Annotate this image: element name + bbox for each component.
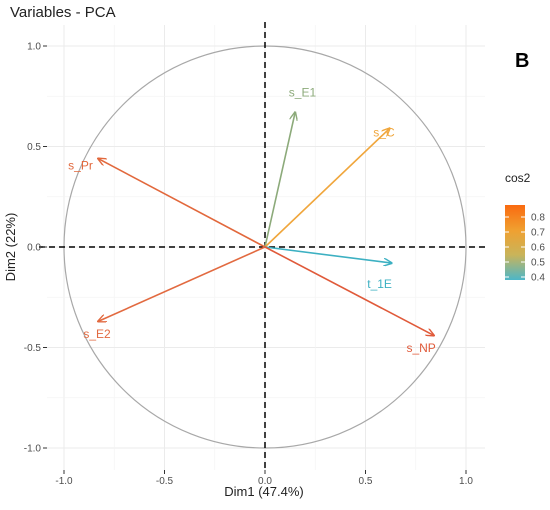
legend-tick-label: 0.5 [531,258,545,269]
legend-colorbar [505,205,525,280]
variable-label: s_NP [406,341,435,355]
variable-arrow [264,112,295,248]
variable-arrow [264,246,434,335]
legend-ticks: 0.8 0.7 0.6 0.5 0.4 [505,213,545,284]
variable-label: s_E2 [83,327,111,341]
y-tick-label: 1.0 [27,42,41,53]
x-tick-label: 1.0 [459,476,473,487]
legend-tick-label: 0.7 [531,228,545,239]
panel-label: B [515,50,529,72]
variable-t-1e: t_1E [264,246,392,291]
variable-s-e1: s_E1 [264,85,317,248]
variable-arrow [264,246,392,263]
x-tick-label: 0.0 [258,476,272,487]
variable-label: s_C [373,125,395,139]
variable-s-c: s_C [264,125,395,248]
variable-arrow [264,128,390,248]
legend-title: cos2 [505,171,531,185]
y-tick-label: 0.5 [27,142,41,153]
x-tick-label: 0.5 [359,476,373,487]
cos2-legend: cos2 0.8 0.7 0.6 0.5 0.4 [505,171,545,284]
variable-label: t_1E [367,277,392,291]
x-tick-label: -0.5 [156,476,174,487]
variable-arrow [98,159,266,248]
axis-ticks: -1.0 -0.5 0.0 0.5 1.0 1.0 0.5 0.0 -0.5 -1.0 [24,42,474,488]
x-axis-label: Dim1 (47.4%) [224,484,303,499]
y-tick-label: -1.0 [24,444,42,455]
chart-title: Variables - PCA [10,4,116,21]
y-tick-label: -0.5 [24,343,42,354]
legend-tick-label: 0.4 [531,273,545,284]
variable-arrow [98,246,266,321]
x-tick-label: -1.0 [55,476,73,487]
y-axis-label: Dim2 (22%) [3,213,18,282]
variable-s-pr: s_Pr [68,159,266,248]
legend-tick-label: 0.8 [531,213,545,224]
variable-label: s_E1 [289,85,317,99]
legend-tick-label: 0.6 [531,243,545,254]
variable-s-e2: s_E2 [83,246,266,341]
variable-arrows: s_E1 s_C s_Pr t_1E s_E2 s_NP [68,85,436,355]
y-tick-label: 0.0 [27,243,41,254]
variable-s-np: s_NP [264,246,436,355]
variable-label: s_Pr [68,159,93,173]
